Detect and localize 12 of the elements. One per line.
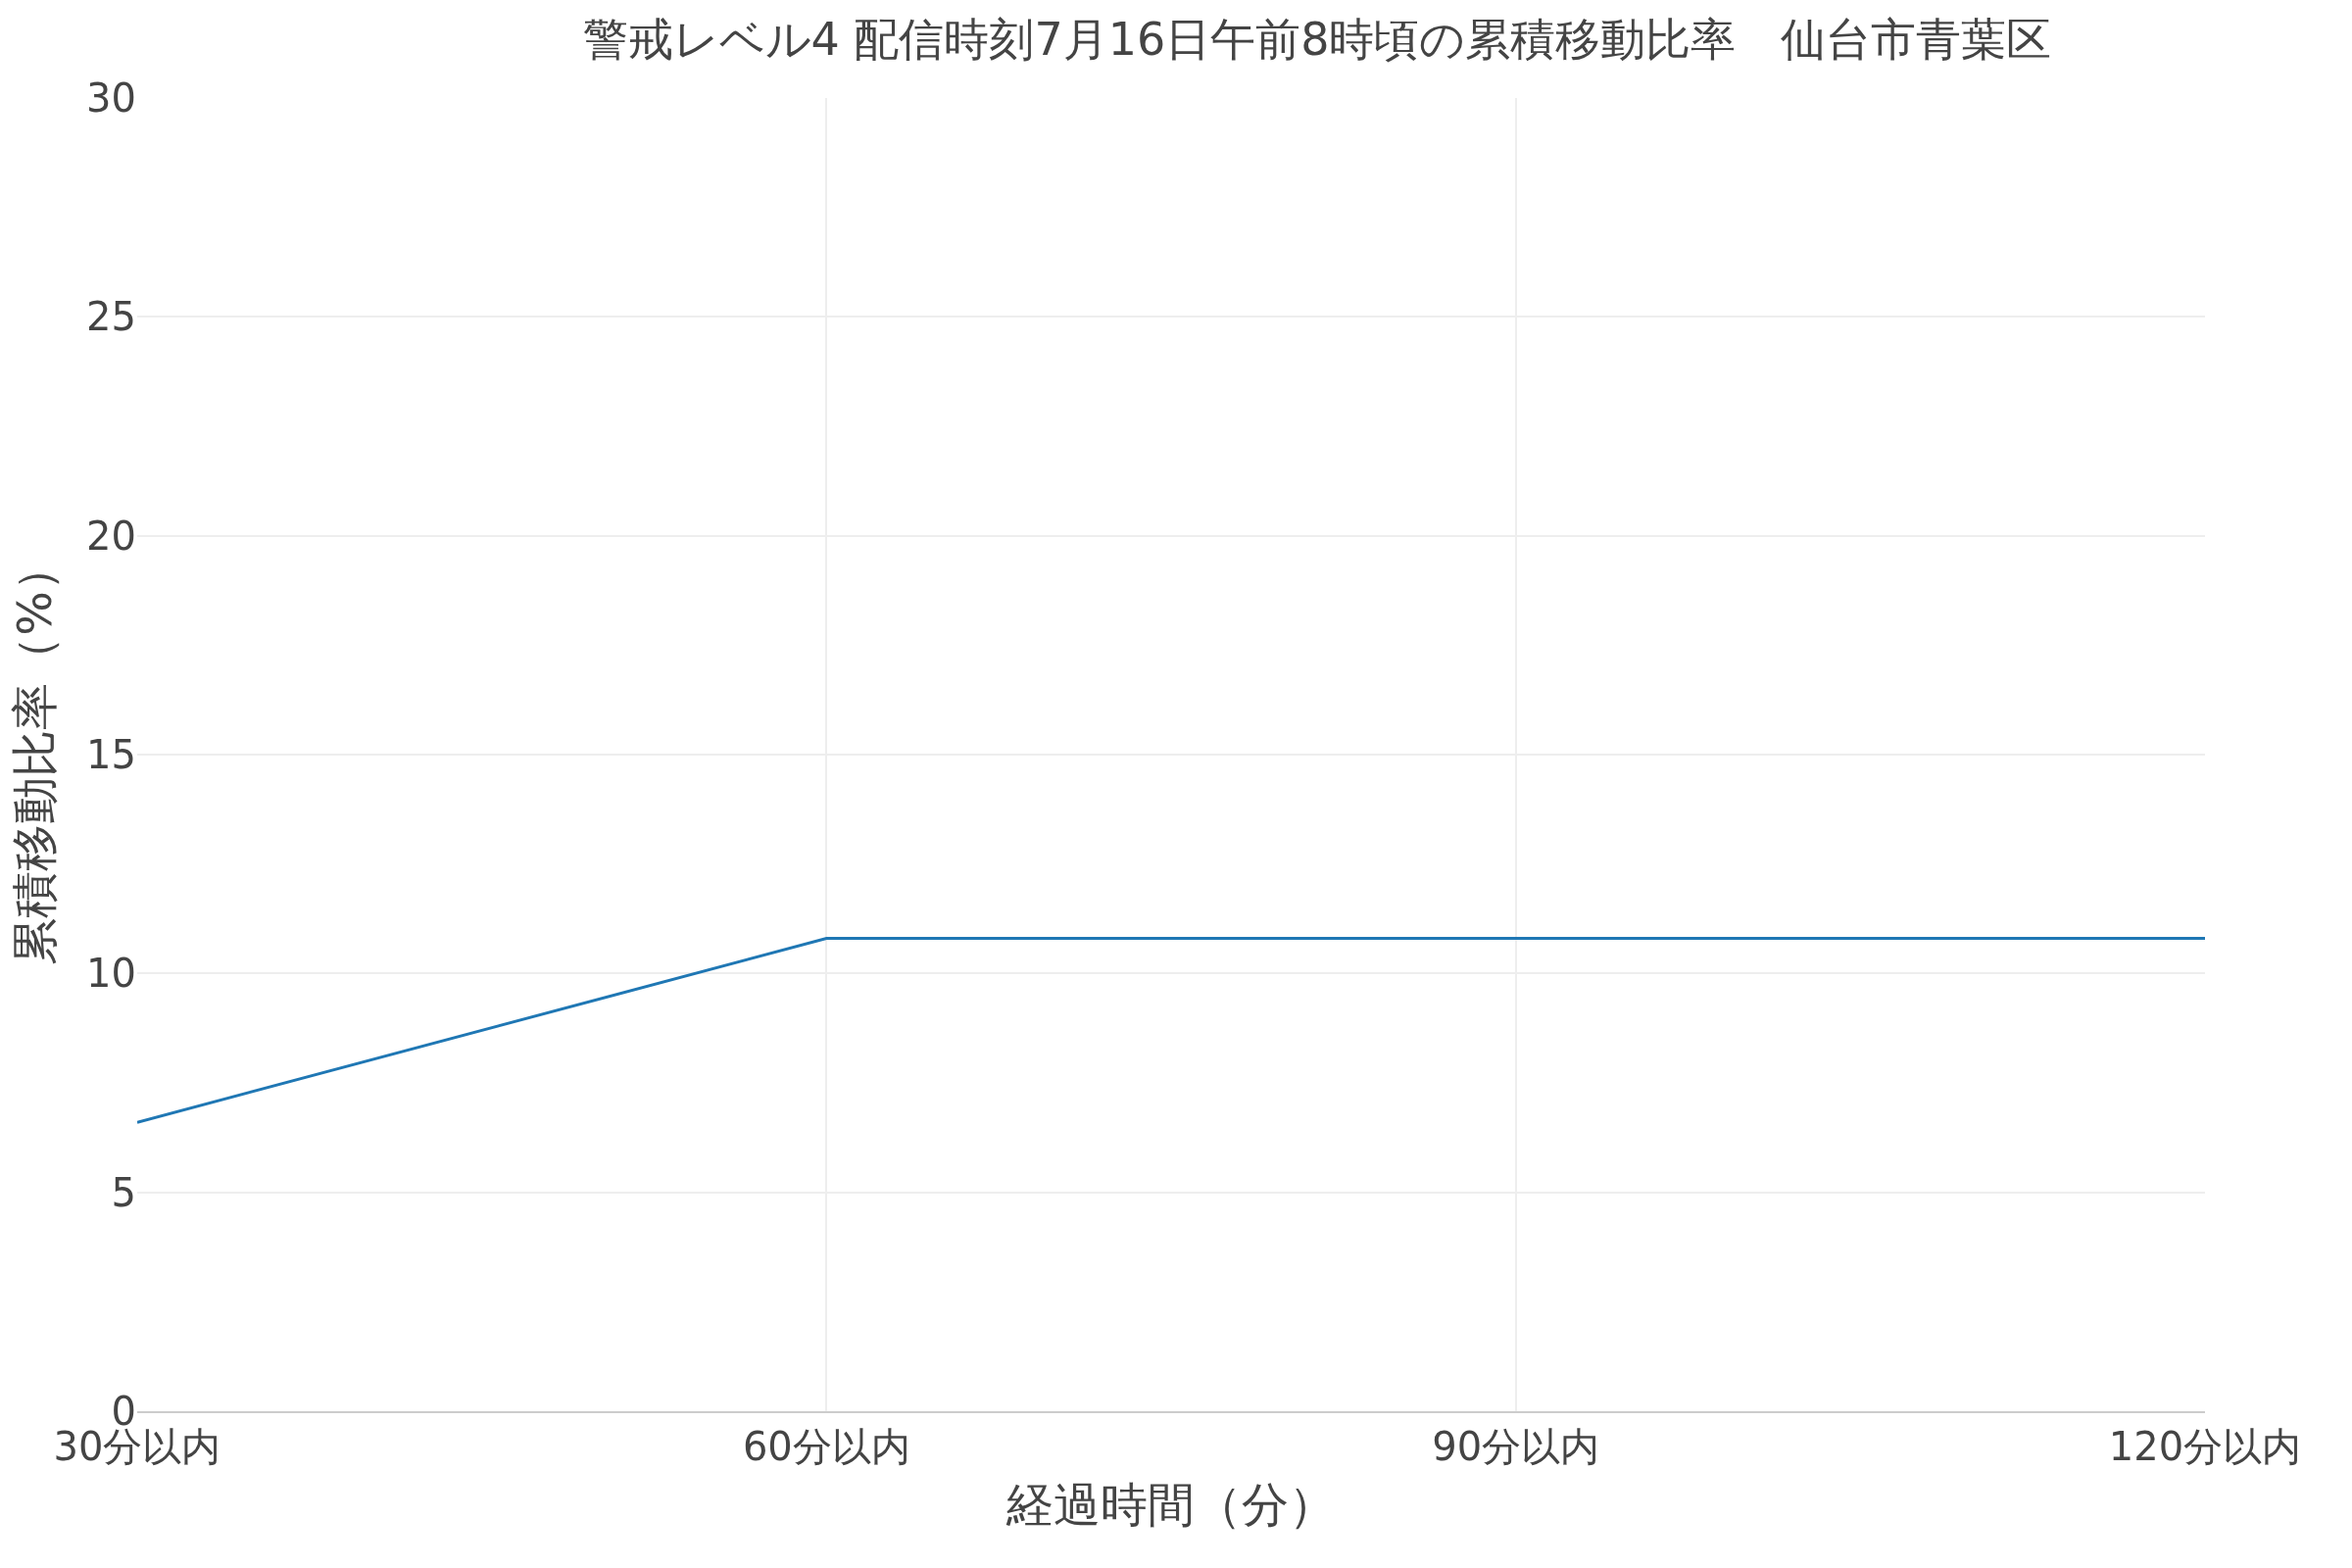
x-tick-label: 90分以内	[1432, 1424, 1600, 1469]
x-tick-label: 120分以内	[2108, 1424, 2302, 1469]
y-tick-label: 25	[86, 294, 136, 340]
y-tick-label: 15	[86, 732, 136, 777]
y-tick-label: 20	[86, 513, 136, 559]
chart-title: 警戒レベル4 配信時刻7月16日午前8時頃の累積移動比率 仙台市青葉区	[582, 13, 2052, 67]
y-axis-title: 累積移動比率（%）	[6, 544, 62, 965]
x-tick-label: 60分以内	[742, 1424, 910, 1469]
y-tick-label: 10	[86, 951, 136, 997]
x-axis-title: 経過時間（分）	[1005, 1476, 1336, 1532]
y-tick-label: 5	[111, 1169, 136, 1215]
y-tick-label: 30	[86, 75, 136, 121]
